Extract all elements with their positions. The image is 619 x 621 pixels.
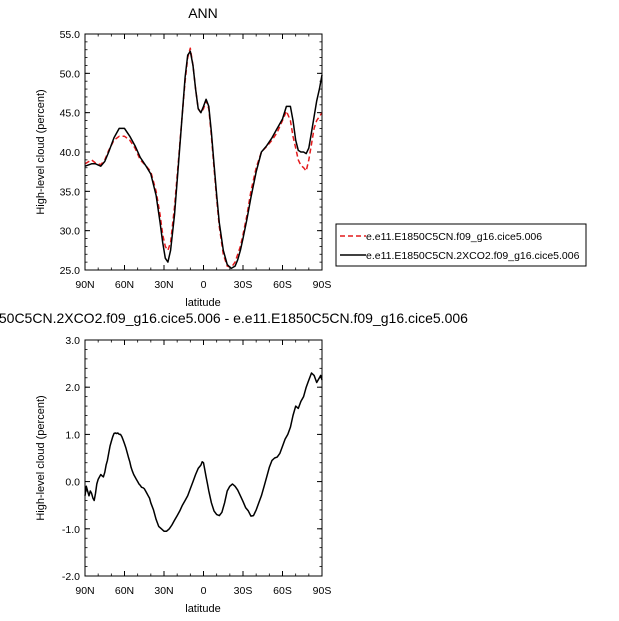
bottom-xtick-label: 30N: [154, 585, 173, 597]
legend: e.e11.E1850C5CN.f09_g16.cice5.006 e.e11.…: [335, 223, 587, 267]
bottom-xtick-label: 90N: [75, 585, 94, 597]
bottom-series-lines: [84, 372, 323, 532]
bottom-ytick-label: 3.0: [65, 335, 80, 347]
bottom-xtick-label: 0: [201, 585, 207, 597]
bottom-ytick-label: 1.0: [65, 429, 80, 441]
top-ytick-label: 45.0: [60, 108, 81, 120]
top-x-tick-labels: 90N 60N 30N 0 30S 60S 90S: [75, 279, 331, 291]
top-xtick-label: 0: [201, 279, 207, 291]
bottom-xtick-label: 60S: [273, 585, 292, 597]
bottom-xtick-label: 30S: [234, 585, 253, 597]
bottom-panel: e.e11.E1850C5CN.2XCO2.f09_g16.cice5.006 …: [0, 310, 468, 615]
bottom-x-axis-label: latitude: [185, 603, 220, 615]
bottom-series-line-0: [84, 372, 323, 532]
top-ytick-label: 25.0: [60, 265, 81, 277]
top-plot-frame: [84, 33, 323, 271]
legend-label-2xco2: e.e11.E1850C5CN.2XCO2.f09_g16.cice5.006: [366, 250, 580, 262]
bottom-chart-title: e.e11.E1850C5CN.2XCO2.f09_g16.cice5.006 …: [0, 310, 468, 326]
bottom-y-tick-labels: -2.0 -1.0 0.0 1.0 2.0 3.0: [62, 335, 80, 583]
bottom-y-axis-label: High-level cloud (percent): [35, 395, 47, 520]
top-xtick-label: 90S: [313, 279, 332, 291]
top-panel: ANN 25.0 30.0 35.0 40.0 45.0 50.0 55.0 90N 60N 3…: [35, 5, 587, 309]
bottom-ytick-label: 2.0: [65, 382, 80, 394]
top-ytick-label: 30.0: [60, 226, 81, 238]
top-xtick-label: 30S: [234, 279, 253, 291]
bottom-xtick-label: 90S: [313, 585, 332, 597]
bottom-ytick-label: 0.0: [65, 477, 80, 489]
top-ytick-label: 55.0: [60, 29, 81, 41]
top-series-line-0: [84, 47, 323, 269]
legend-box: [335, 223, 587, 267]
top-xtick-label: 30N: [154, 279, 173, 291]
bottom-ytick-label: -1.0: [62, 524, 80, 536]
top-series-line-1: [84, 50, 323, 270]
top-ticks: [84, 33, 323, 271]
top-ytick-label: 40.0: [60, 147, 81, 159]
bottom-x-tick-labels: 90N 60N 30N 0 30S 60S 90S: [75, 585, 331, 597]
legend-label-control: e.e11.E1850C5CN.f09_g16.cice5.006: [366, 231, 542, 243]
top-x-axis-label: latitude: [185, 297, 220, 309]
top-y-axis-label: High-level cloud (percent): [35, 89, 47, 214]
top-series-lines: [84, 47, 323, 270]
bottom-xtick-label: 60N: [115, 585, 134, 597]
top-xtick-label: 60S: [273, 279, 292, 291]
bottom-ticks: [84, 339, 323, 577]
bottom-plot-frame: [84, 339, 323, 577]
top-xtick-label: 60N: [115, 279, 134, 291]
top-xtick-label: 90N: [75, 279, 94, 291]
top-ytick-label: 35.0: [60, 186, 81, 198]
top-chart-title: ANN: [188, 5, 218, 21]
bottom-ytick-label: -2.0: [62, 571, 80, 583]
top-ytick-label: 50.0: [60, 68, 81, 80]
top-y-tick-labels: 25.0 30.0 35.0 40.0 45.0 50.0 55.0: [60, 29, 81, 277]
